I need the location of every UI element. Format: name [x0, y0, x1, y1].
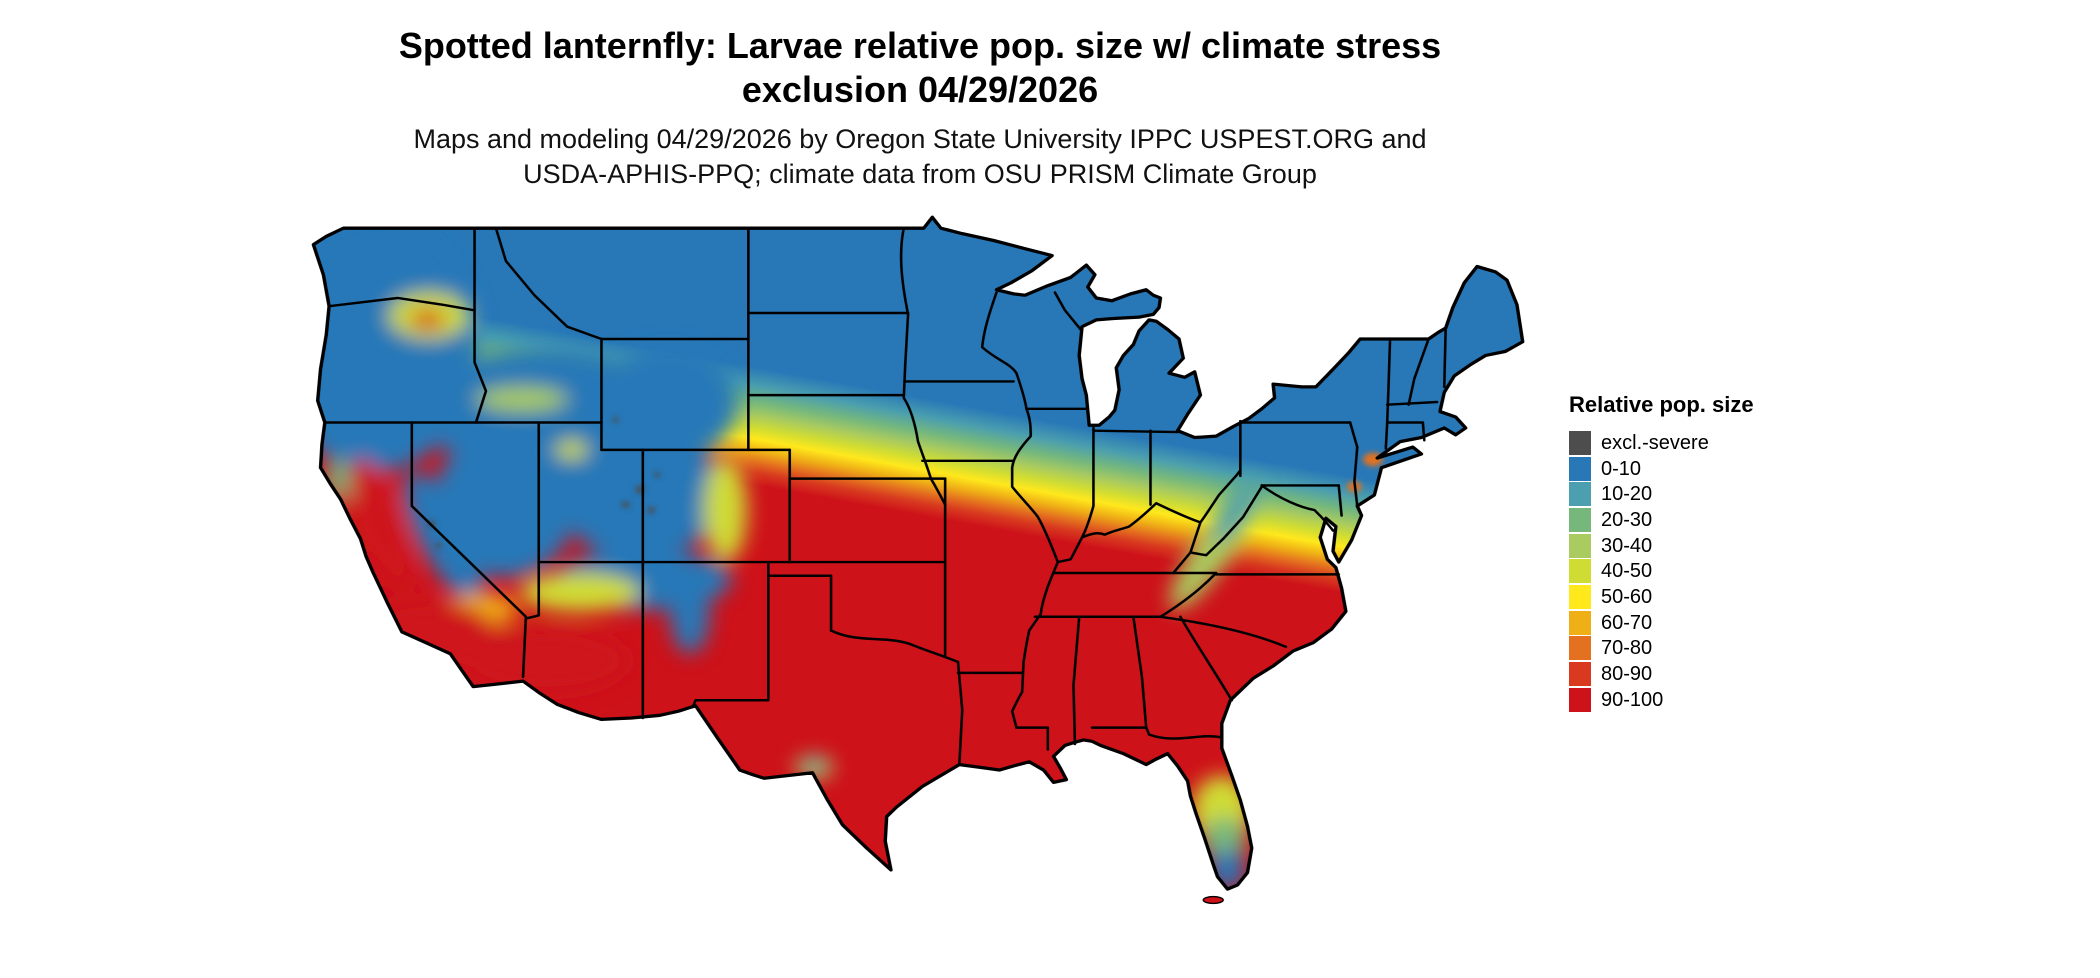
- legend-swatch: [1569, 482, 1591, 507]
- legend-label: 20-30: [1601, 508, 1653, 531]
- legend-label: 90-100: [1601, 688, 1664, 711]
- legend-swatch: [1569, 430, 1591, 455]
- legend-swatch: [1569, 636, 1591, 661]
- us-map: [311, 215, 1525, 905]
- legend-entry: 90-100: [1569, 687, 1754, 713]
- legend-label: 0-10: [1601, 457, 1642, 480]
- legend-entry: 80-90: [1569, 661, 1754, 687]
- legend-entry: 0-10: [1569, 456, 1754, 482]
- legend-entry: 50-60: [1569, 584, 1754, 610]
- legend-label: 40-50: [1601, 560, 1653, 583]
- page-title-line2: exclusion 04/29/2026: [741, 69, 1099, 110]
- subtitle-block: Maps and modeling 04/29/2026 by Oregon S…: [0, 122, 1840, 192]
- page-title-line1: Spotted lanternfly: Larvae relative pop.…: [398, 25, 1442, 66]
- legend-swatch: [1569, 662, 1591, 687]
- legend-entry: excl.-severe: [1569, 430, 1754, 456]
- legend-swatch: [1569, 533, 1591, 558]
- us-outline: [311, 215, 1525, 891]
- legend-swatch: [1569, 559, 1591, 584]
- legend-label: excl.-severe: [1601, 431, 1709, 454]
- legend-title: Relative pop. size: [1569, 392, 1754, 417]
- raster-layer: [313, 217, 1523, 890]
- legend-label: 10-20: [1601, 483, 1653, 506]
- legend-swatch: [1569, 584, 1591, 609]
- legend: Relative pop. size excl.-severe 0-10 10-20…: [1569, 392, 1754, 713]
- legend-entries: excl.-severe 0-10 10-20 20-30 30-40 40-50 50-6…: [1569, 430, 1754, 713]
- legend-entry: 60-70: [1569, 610, 1754, 636]
- legend-label: 50-60: [1601, 585, 1653, 608]
- legend-swatch: [1569, 687, 1591, 712]
- legend-swatch: [1569, 456, 1591, 481]
- page: { "title": { "line1": "Spotted lanternfl…: [0, 24, 1840, 905]
- legend-label: 30-40: [1601, 534, 1653, 557]
- florida-keys: [1202, 895, 1224, 905]
- title-block: Spotted lanternfly: Larvae relative pop.…: [0, 24, 1840, 112]
- legend-swatch: [1569, 507, 1591, 532]
- legend-entry: 40-50: [1569, 558, 1754, 584]
- subtitle-line1: Maps and modeling 04/29/2026 by Oregon S…: [413, 124, 1427, 154]
- legend-label: 60-70: [1601, 611, 1653, 634]
- subtitle-line2: USDA-APHIS-PPQ; climate data from OSU PR…: [523, 159, 1317, 189]
- legend-label: 80-90: [1601, 663, 1653, 686]
- state-borders: [323, 226, 1447, 765]
- legend-entry: 70-80: [1569, 636, 1754, 662]
- legend-swatch: [1569, 610, 1591, 635]
- legend-entry: 30-40: [1569, 533, 1754, 559]
- legend-entry: 20-30: [1569, 507, 1754, 533]
- legend-label: 70-80: [1601, 637, 1653, 660]
- legend-entry: 10-20: [1569, 481, 1754, 507]
